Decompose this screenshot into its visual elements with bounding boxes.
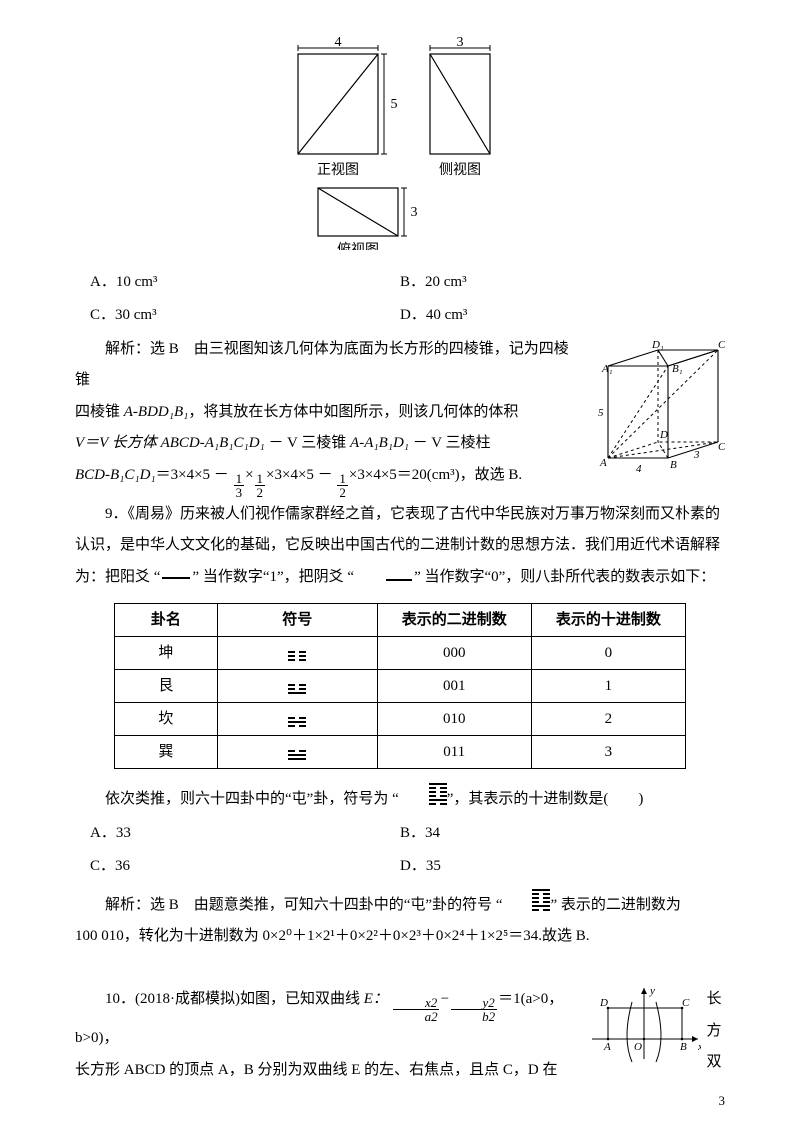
table-row: 巽 011 3 — [115, 736, 686, 769]
q9-ans-a: A．33 — [90, 825, 131, 841]
gua-table: 卦名 符号 表示的二进制数 表示的十进制数 坤 000 0 艮 001 1 — [114, 603, 686, 769]
q8-ans-b: B．20 cm³ — [400, 274, 467, 290]
svg-text:A₁: A₁ — [601, 363, 613, 375]
wrap-char-3: 双 — [706, 1054, 721, 1070]
wrap-char-1: 长 — [706, 991, 721, 1007]
svg-text:侧视图: 侧视图 — [439, 162, 481, 178]
q8-ans-d: D．40 cm³ — [400, 307, 467, 323]
q9-ans-d: D．35 — [400, 858, 441, 874]
q9-solution-b: 100 010，转化为十进制数为 0×2⁰＋1×2¹＋0×2²＋0×2³＋0×2… — [75, 921, 725, 953]
svg-text:3: 3 — [457, 35, 464, 50]
svg-text:D₁: D₁ — [651, 339, 664, 351]
q9-ans-b: B．34 — [400, 825, 440, 841]
col-name: 卦名 — [115, 604, 218, 637]
q8-ans-c: C．30 cm³ — [90, 307, 157, 323]
q9-answers-2: C．36 D．35 — [75, 851, 725, 883]
svg-text:正视图: 正视图 — [317, 162, 359, 178]
svg-text:俯视图: 俯视图 — [337, 242, 379, 250]
yao-icon — [288, 647, 306, 661]
svg-text:x: x — [697, 1041, 701, 1053]
col-symbol: 符号 — [217, 604, 377, 637]
q8-ans-a: A．10 cm³ — [90, 274, 157, 290]
hyperbola-figure: x y A B C D O — [583, 984, 703, 1077]
col-decimal: 表示的十进制数 — [531, 604, 685, 637]
svg-text:B: B — [680, 1041, 687, 1053]
svg-text:C: C — [682, 997, 690, 1009]
q9-answers: A．33 B．34 — [75, 818, 725, 850]
yao-icon — [288, 746, 306, 760]
q9-ans-c: C．36 — [90, 858, 130, 874]
svg-text:3: 3 — [411, 205, 418, 220]
svg-text:A: A — [599, 457, 607, 469]
svg-text:D: D — [659, 429, 668, 441]
q9-solution-a: 解析：选 B 由题意类推，可知六十四卦中的“屯”卦的符号 “ ” 表示的二进制数… — [75, 885, 725, 922]
wrap-char-2: 方 — [706, 1023, 721, 1039]
table-row: 艮 001 1 — [115, 670, 686, 703]
q10-line2: 长方形 ABCD 的顶点 A，B 分别为双曲线 E 的左、右焦点，且点 C，D … — [75, 1055, 577, 1087]
svg-text:5: 5 — [391, 97, 398, 112]
q9-tail: 依次类推，则六十四卦中的“屯”卦，符号为 “ ”，其表示的十进制数是( ) — [75, 779, 725, 816]
q8-answers-2: C．30 cm³ D．40 cm³ — [75, 300, 725, 332]
svg-text:B: B — [670, 459, 677, 471]
svg-text:3: 3 — [693, 449, 700, 461]
col-binary: 表示的二进制数 — [377, 604, 531, 637]
table-row: 坎 010 2 — [115, 703, 686, 736]
q8-answers: A．10 cm³ B．20 cm³ — [75, 267, 725, 299]
page-number: 3 — [719, 1087, 726, 1114]
cuboid-figure: .s{stroke:#000;stroke-width:1.1;fill:non… — [590, 338, 725, 491]
tun-icon — [399, 779, 447, 805]
svg-text:C: C — [718, 441, 725, 453]
tun-icon — [502, 885, 550, 911]
q10-line1: 10．(2018·成都模拟)如图，已知双曲线 E： x2a2−y2b2＝1(a>… — [75, 984, 577, 1055]
three-view-figure: 4 5 正视图 3 侧视图 — [75, 30, 725, 263]
yao-icon — [288, 713, 306, 727]
svg-text:O: O — [634, 1041, 642, 1053]
svg-text:4: 4 — [335, 35, 342, 50]
svg-text:y: y — [649, 985, 655, 997]
svg-text:A: A — [603, 1041, 611, 1053]
three-view-svg: 4 5 正视图 3 侧视图 — [270, 30, 530, 250]
svg-text:5: 5 — [598, 407, 604, 419]
svg-text:B₁: B₁ — [672, 363, 683, 375]
table-row: 坤 000 0 — [115, 637, 686, 670]
q9-question: 9．《周易》历来被人们视作儒家群经之首，它表现了古代中华民族对万事万物深刻而又朴… — [75, 499, 725, 594]
svg-text:C₁: C₁ — [718, 339, 725, 351]
yao-icon — [288, 680, 306, 694]
svg-text:4: 4 — [636, 463, 642, 475]
svg-text:D: D — [599, 997, 608, 1009]
